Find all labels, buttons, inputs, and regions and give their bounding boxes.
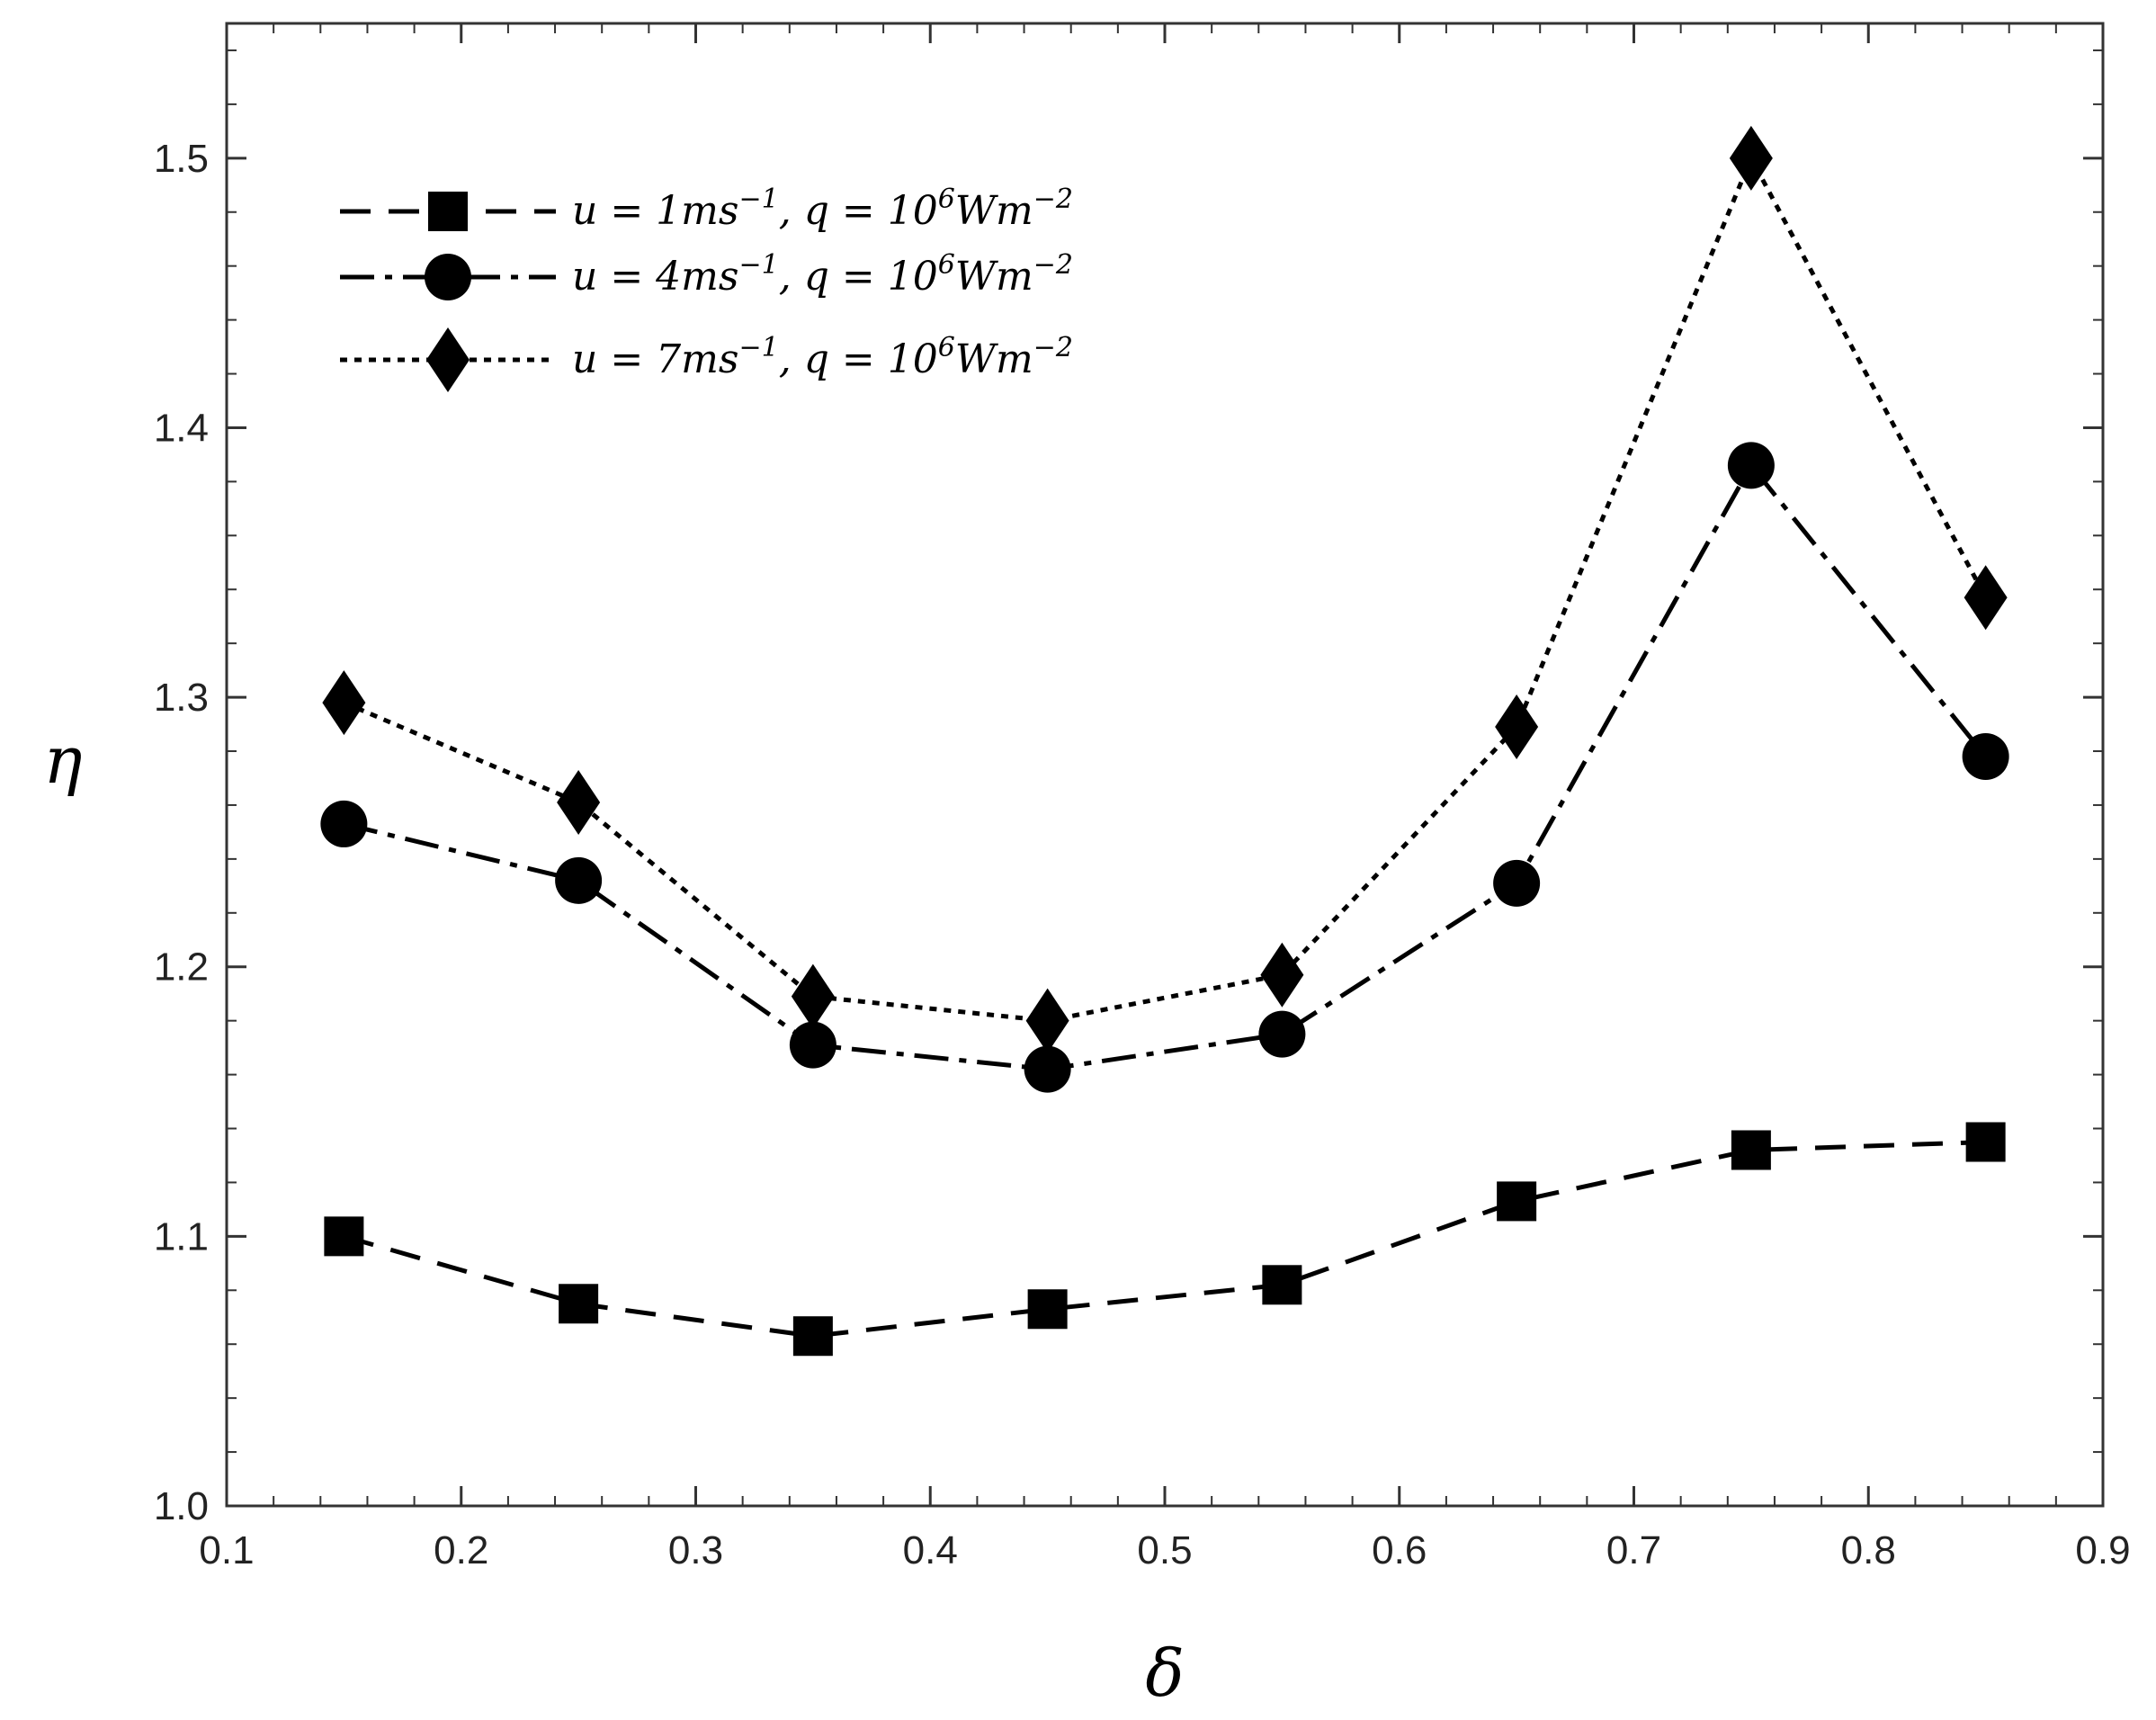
y-tick-label: 1.4 <box>154 406 209 450</box>
legend-superscript: 6 <box>938 184 955 215</box>
series-line <box>343 1139 1986 1339</box>
legend-text-part: u = 7ms <box>572 336 738 382</box>
y-tick-label: 1.0 <box>154 1484 209 1528</box>
data-point-circle <box>1024 1045 1071 1093</box>
legend-superscript: 6 <box>938 249 955 281</box>
series-square <box>324 1122 2006 1357</box>
y-tick-label: 1.2 <box>154 945 209 990</box>
legend-entry: u = 7ms−1, q = 106Wm−2 <box>340 327 1073 392</box>
legend-text-part: , q = 10 <box>779 336 938 382</box>
legend-superscript: −2 <box>1033 184 1073 215</box>
data-point-circle <box>320 800 368 847</box>
legend-text-part: Wm <box>955 336 1033 382</box>
series-line <box>343 152 1988 1024</box>
legend-text-part: Wm <box>955 188 1033 234</box>
data-point-diamond <box>791 963 835 1029</box>
x-tick-label: 0.7 <box>1606 1528 1661 1572</box>
y-axis-label: η <box>43 722 82 798</box>
legend-superscript: −1 <box>738 184 778 215</box>
data-point-diamond <box>557 769 601 835</box>
data-point-diamond <box>1729 125 1773 191</box>
data-point-square <box>559 1284 599 1324</box>
data-point-circle <box>1962 733 2009 781</box>
legend-label: u = 7ms−1, q = 106Wm−2 <box>572 332 1073 382</box>
data-point-diamond <box>1964 565 2008 631</box>
series-circle <box>320 442 2009 1093</box>
legend-superscript: −2 <box>1033 249 1073 281</box>
legend-marker-circle <box>425 254 471 300</box>
data-point-diamond <box>1025 988 1069 1053</box>
y-tick-label: 1.1 <box>154 1214 209 1259</box>
legend-marker-square <box>428 192 468 231</box>
legend-entry: u = 1ms−1, q = 106Wm−2 <box>340 184 1073 234</box>
legend-superscript: −2 <box>1033 332 1073 363</box>
y-tick-label: 1.3 <box>154 676 209 720</box>
x-tick-label: 0.6 <box>1372 1528 1427 1572</box>
legend: u = 1ms−1, q = 106Wm−2u = 4ms−1, q = 106… <box>340 184 1073 392</box>
data-point-circle <box>1493 859 1541 907</box>
legend-marker-diamond <box>426 327 470 392</box>
legend-text-part: , q = 10 <box>779 188 938 234</box>
x-tick-label: 0.4 <box>903 1528 958 1572</box>
y-tick-label: 1.5 <box>154 137 209 181</box>
data-point-square <box>792 1316 833 1357</box>
legend-superscript: 6 <box>938 332 955 363</box>
data-point-circle <box>789 1021 836 1069</box>
series-diamond <box>322 125 2008 1053</box>
x-tick-label: 0.1 <box>199 1528 254 1572</box>
legend-entry: u = 4ms−1, q = 106Wm−2 <box>340 249 1073 300</box>
legend-text-part: Wm <box>955 254 1033 300</box>
data-point-diamond <box>322 670 366 736</box>
x-tick-label: 0.8 <box>1841 1528 1896 1572</box>
data-point-square <box>324 1216 364 1257</box>
data-point-circle <box>1727 442 1775 489</box>
data-point-circle <box>1258 1010 1306 1058</box>
x-tick-label: 0.9 <box>2075 1528 2130 1572</box>
data-point-diamond <box>1495 694 1539 760</box>
x-tick-label: 0.3 <box>668 1528 723 1572</box>
data-point-circle <box>555 856 603 904</box>
data-point-diamond <box>1260 942 1304 1008</box>
legend-text-part: u = 1ms <box>572 188 738 234</box>
legend-label: u = 4ms−1, q = 106Wm−2 <box>572 249 1073 300</box>
x-tick-label: 0.2 <box>434 1528 488 1572</box>
legend-superscript: −1 <box>738 332 778 363</box>
x-axis-label: δ <box>1145 1635 1184 1711</box>
legend-superscript: −1 <box>738 249 778 281</box>
data-point-square <box>1027 1289 1068 1330</box>
data-point-square <box>1262 1265 1302 1305</box>
data-point-square <box>1731 1130 1771 1170</box>
data-point-square <box>1965 1122 2006 1162</box>
legend-text-part: , q = 10 <box>779 254 938 300</box>
legend-text-part: u = 4ms <box>572 254 738 300</box>
x-tick-label: 0.5 <box>1137 1528 1192 1572</box>
data-point-square <box>1497 1181 1537 1222</box>
series-line <box>343 461 1988 1072</box>
legend-label: u = 1ms−1, q = 106Wm−2 <box>572 184 1073 234</box>
